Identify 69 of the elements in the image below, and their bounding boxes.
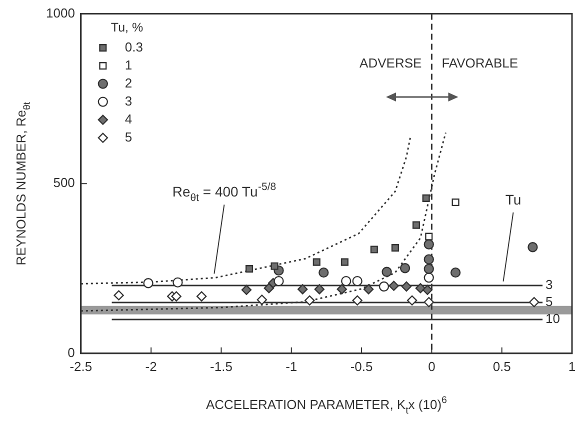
point — [529, 297, 540, 308]
point — [274, 276, 284, 286]
point — [391, 244, 399, 252]
x-tick-label: 0 — [428, 358, 436, 374]
legend-label: 5 — [124, 129, 132, 144]
point — [400, 263, 410, 274]
point — [340, 258, 348, 266]
point — [425, 232, 433, 240]
point — [424, 272, 434, 283]
point — [246, 265, 254, 273]
x-tick-label: -2 — [145, 358, 157, 374]
point — [352, 276, 362, 286]
point — [452, 198, 460, 206]
point — [424, 264, 434, 274]
y-tick-label: 0 — [68, 344, 75, 360]
point — [412, 221, 420, 229]
point — [270, 262, 278, 270]
point — [114, 290, 124, 300]
y-axis-title: REYNOLDS NUMBER, Reθt — [14, 102, 33, 266]
x-tick-label: 0.5 — [492, 358, 511, 374]
legend-title: Tu, % — [110, 20, 144, 34]
x-tick-label: -0.5 — [350, 358, 373, 374]
point — [241, 284, 252, 295]
point — [406, 295, 418, 306]
point — [172, 277, 183, 288]
point — [304, 295, 315, 306]
point — [388, 280, 399, 291]
point — [450, 267, 461, 278]
legend-label: 4 — [124, 111, 132, 126]
series-label: 10 — [546, 311, 560, 326]
point — [424, 254, 434, 264]
annotation: Tu — [505, 191, 522, 208]
point — [422, 194, 430, 202]
point — [143, 278, 154, 288]
y-tick-label: 1000 — [46, 5, 75, 20]
legend-label: 3 — [124, 93, 132, 108]
point — [382, 266, 392, 277]
point — [363, 284, 374, 294]
point — [256, 294, 268, 305]
point — [171, 291, 182, 302]
legend-label: 2 — [124, 75, 132, 90]
point — [415, 283, 426, 294]
point — [370, 246, 378, 254]
point — [424, 297, 434, 308]
point — [336, 284, 347, 294]
point — [424, 239, 434, 250]
series-label: 5 — [546, 294, 553, 310]
point — [312, 258, 320, 266]
point — [318, 267, 329, 278]
y-tick-label: 500 — [53, 175, 75, 190]
legend-label: 1 — [124, 57, 132, 72]
point — [314, 284, 325, 294]
point — [528, 242, 538, 252]
x-tick-label: -1.5 — [210, 358, 232, 374]
x-tick-label: 1 — [568, 358, 576, 374]
x-tick-label: -2.5 — [70, 358, 92, 374]
point — [352, 295, 362, 306]
point — [196, 291, 207, 302]
point — [341, 276, 352, 286]
series-label: 3 — [546, 277, 553, 292]
x-tick-label: -1 — [286, 358, 298, 374]
annotation: ADVERSE — [360, 55, 422, 70]
point — [378, 281, 390, 292]
point — [298, 284, 308, 294]
point — [422, 284, 433, 295]
point — [264, 283, 274, 294]
point — [401, 281, 412, 292]
annotation: FAVORABLE — [442, 55, 518, 70]
legend-label: 0.3 — [124, 39, 143, 54]
